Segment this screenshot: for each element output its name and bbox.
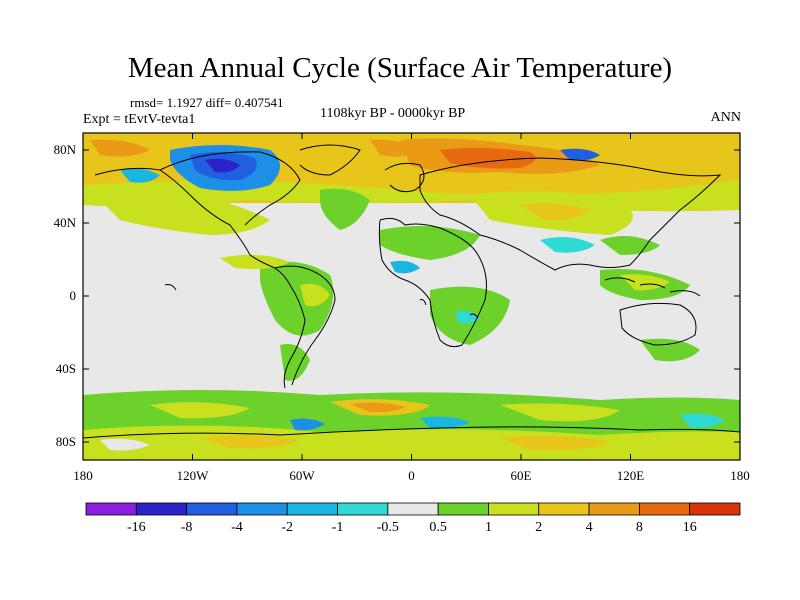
colorbar-label: 0.5	[429, 520, 447, 535]
colorbar-swatch	[337, 502, 389, 516]
map-panel	[83, 133, 740, 460]
atlantic-patch	[320, 188, 370, 230]
antarctic-neutral-patch	[100, 438, 150, 451]
siberia-cold-patch	[560, 148, 600, 161]
colorbar-label: -8	[180, 520, 193, 535]
colorbar-label: 8	[635, 520, 643, 535]
antarctic-cold-patch-2	[290, 418, 325, 431]
colorbar-label: 4	[585, 520, 593, 535]
colorbar-label: -1	[331, 520, 344, 535]
coastlines	[83, 144, 740, 439]
north-america-patch	[100, 193, 270, 235]
southern-ocean-patch-3	[350, 402, 405, 413]
central-asia-warm-patch	[520, 203, 590, 221]
antarctic-cold-patch-3	[680, 413, 725, 428]
lat-label-80s: 80S	[55, 434, 76, 449]
colorbar-label: -2	[281, 520, 294, 535]
siberia-hot-patch	[440, 147, 536, 169]
period-label: 1108kyr BP - 0000kyr BP	[320, 106, 466, 121]
colorbar-label: -0.5	[376, 520, 399, 535]
lon-label-0: 0	[408, 468, 415, 483]
experiment-label: Expt = tEvtV-tevta1	[83, 112, 196, 127]
colorbar-label: 2	[535, 520, 543, 535]
season-label: ANN	[710, 110, 741, 125]
alaska-cold-patch	[120, 168, 160, 183]
colorbar-swatch	[588, 502, 640, 516]
australia-south-patch	[640, 338, 700, 362]
colorbar-swatch	[286, 502, 338, 516]
lon-label-180e: 180	[730, 468, 750, 483]
antarctica-warm-patch-1	[200, 435, 300, 449]
lon-label-60w: 60W	[289, 468, 315, 483]
lon-label-120e: 120E	[616, 468, 645, 483]
south-america-patch	[260, 261, 334, 336]
southern-ocean-patch-4	[500, 403, 620, 422]
colorbar	[85, 502, 741, 516]
colorbar-swatch	[437, 502, 489, 516]
colorbar-label: 1	[484, 520, 492, 535]
patagonia-patch	[280, 344, 310, 381]
lat-label-80n: 80N	[53, 142, 76, 157]
amazon-patch	[300, 283, 330, 307]
southern-ocean-patch-1	[150, 402, 250, 419]
alaska-warm-patch	[90, 139, 150, 157]
scandinavia-warm-patch	[370, 139, 420, 157]
canada-extreme-cold-patch	[205, 158, 240, 173]
colorbar-swatch	[387, 502, 439, 516]
colorbar-swatch	[538, 502, 590, 516]
colorbar-label: 16	[682, 520, 697, 535]
colorbar-swatch	[638, 502, 691, 516]
lon-label-120w: 120W	[176, 468, 209, 483]
lon-ticks	[82, 133, 741, 460]
china-patch	[600, 236, 660, 255]
tibet-cold-patch	[540, 236, 595, 253]
lat-label-40s: 40S	[55, 361, 76, 376]
colorbar-swatch	[689, 502, 741, 516]
colorbar-label: -16	[126, 520, 146, 535]
central-america-patch	[220, 254, 290, 270]
colorbar-swatch	[85, 502, 137, 516]
colorbar-swatch	[236, 502, 288, 516]
maritime-warm-patch	[620, 274, 670, 291]
colorbar-label: -4	[231, 520, 243, 535]
colorbar-swatch	[135, 502, 188, 516]
colorbar-swatch	[186, 502, 238, 516]
antarctic-cold-patch-1	[420, 416, 470, 429]
lat-label-0: 0	[69, 288, 77, 303]
lat-ticks	[83, 149, 740, 443]
lat-label-40n: 40N	[53, 215, 76, 230]
lon-label-180w: 180	[73, 468, 93, 483]
lon-label-60e: 60E	[510, 468, 532, 483]
colorbar-swatch	[488, 502, 540, 516]
stats-text: rmsd= 1.1927 diff= 0.407541	[130, 95, 284, 110]
antarctica-warm-patch-2	[500, 435, 610, 451]
plot-title: Mean Annual Cycle (Surface Air Temperatu…	[127, 52, 673, 84]
sahara-cold-patch	[390, 260, 420, 274]
